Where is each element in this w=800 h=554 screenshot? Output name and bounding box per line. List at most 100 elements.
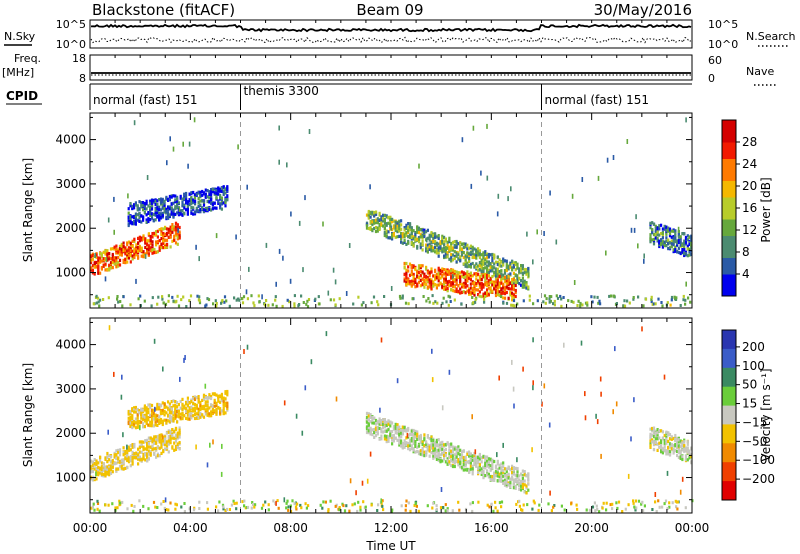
heatmap-cell [104,250,107,254]
heatmap-cell [362,500,365,504]
heatmap-cell [206,507,209,511]
heatmap-cell [186,209,189,213]
power-colorbar-ticklabel: 16 [742,201,757,215]
heatmap-cell [129,410,132,414]
heatmap-cell [400,227,403,231]
heatmap-cell [163,210,166,214]
heatmap-cell [527,477,530,481]
heatmap-cell [484,250,487,254]
heatmap-cell [462,245,465,250]
heatmap-cell [444,460,447,464]
heatmap-cell [271,303,274,307]
heatmap-cell [464,464,467,468]
heatmap-cell [250,506,253,510]
heatmap-cell [154,413,157,417]
cpid-mode-label: themis 3300 [244,84,319,98]
heatmap-cell [457,257,460,261]
heatmap-cell [435,286,438,290]
heatmap-cell [139,294,142,298]
heatmap-cell [133,120,136,126]
heatmap-cell [224,198,227,202]
heatmap-cell [445,300,448,304]
heatmap-cell [462,462,465,466]
heatmap-cell [168,410,171,414]
heatmap-cell [451,454,455,458]
heatmap-cell [137,236,140,240]
heatmap-cell [516,280,519,284]
heatmap-cell [516,302,519,306]
heatmap-cell [174,434,178,438]
heatmap-cell [126,256,129,260]
heatmap-cell [193,406,197,410]
heatmap-cell [175,503,178,507]
heatmap-cell [444,253,447,257]
heatmap-cell [181,213,184,217]
heatmap-cell [434,241,437,245]
heatmap-cell [509,287,512,291]
heatmap-cell [451,274,454,280]
heatmap-cell [371,428,374,432]
heatmap-cell [553,299,556,303]
heatmap-cell [400,231,403,236]
heatmap-cell [136,218,139,222]
heatmap-cell [435,438,438,442]
heatmap-cell [514,477,517,481]
heatmap-cell [484,291,487,295]
heatmap-cell [106,451,109,456]
heatmap-cell [437,246,440,250]
heatmap-cell [684,250,688,254]
heatmap-cell [185,191,188,196]
heatmap-cell [660,444,663,448]
heatmap-cell [428,281,431,285]
heatmap-cell [391,434,394,438]
heatmap-cell [241,301,245,305]
heatmap-cell [477,253,480,257]
heatmap-cell [660,223,663,227]
heatmap-cell [167,442,170,446]
heatmap-cell [416,246,419,250]
heatmap-cell [502,481,505,485]
heatmap-cell [407,222,410,226]
heatmap-cell [665,435,668,439]
heatmap-cell [267,303,270,307]
heatmap-cell [421,440,424,444]
heatmap-cell [520,472,523,476]
heatmap-cell [477,264,480,268]
heatmap-cell [682,294,685,298]
heatmap-cell [480,269,483,274]
heatmap-cell [432,454,435,458]
heatmap-cell [683,241,686,245]
heatmap-cell [475,464,478,468]
heatmap-cell [478,468,481,472]
heatmap-cell [138,239,141,243]
heatmap-cell [391,233,394,237]
heatmap-cell [120,458,123,462]
nsky-label: N.Sky [4,30,36,43]
heatmap-cell [423,278,426,283]
heatmap-cell [190,416,193,420]
heatmap-cell [173,441,176,445]
heatmap-cell [482,270,485,274]
heatmap-cell [138,215,141,219]
heatmap-cell [510,303,513,307]
heatmap-cell [122,451,125,455]
power-colorbar-ticklabel: 12 [742,223,757,237]
heatmap-cell [403,226,406,230]
date-title: 30/May/2016 [594,1,692,19]
heatmap-cell [459,259,462,263]
heatmap-cell [667,229,670,233]
heatmap-cell [670,229,673,233]
heatmap-cell [496,270,499,274]
heatmap-cell [220,198,223,202]
heatmap-cell [217,192,220,196]
heatmap-cell [656,238,659,242]
heatmap-cell [144,245,147,250]
heatmap-cell [459,287,462,291]
heatmap-cell [365,411,369,415]
heatmap-cell [484,278,487,282]
heatmap-cell [149,242,152,246]
heatmap-cell [185,194,188,199]
heatmap-cell [210,197,213,201]
heatmap-cell [190,202,193,206]
